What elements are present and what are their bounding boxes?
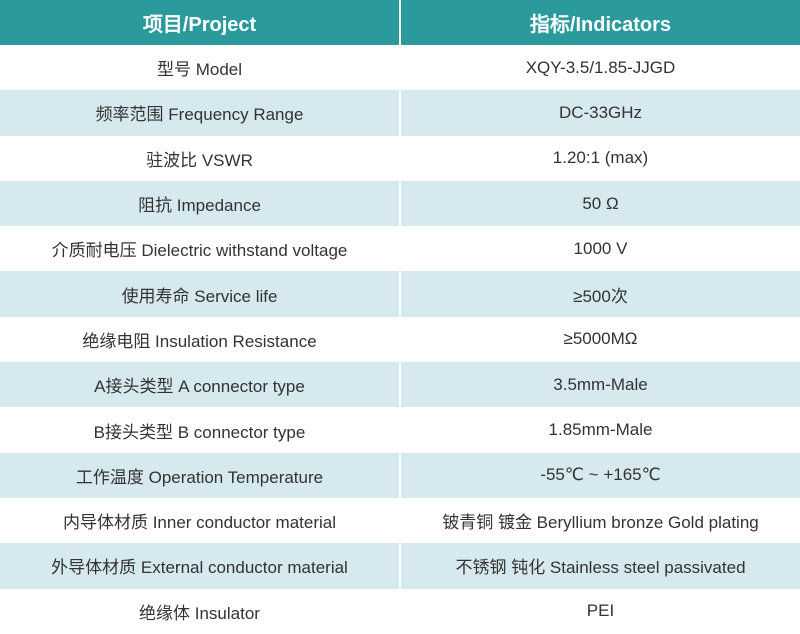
project-cell: 内导体材质 Inner conductor material — [0, 497, 401, 544]
indicator-cell: PEI — [400, 588, 800, 634]
indicator-cell: 不锈钢 钝化 Stainless steel passivated — [400, 543, 800, 589]
indicator-cell: ≥5000MΩ — [400, 316, 800, 363]
table-row: B接头类型 B connector type 1.85mm-Male — [0, 407, 800, 453]
indicator-cell: ≥500次 — [400, 271, 800, 317]
table-row: 型号 Model XQY-3.5/1.85-JJGD — [0, 45, 800, 91]
table-row: A接头类型 A connector type 3.5mm-Male — [0, 362, 800, 408]
indicator-cell: 1.85mm-Male — [400, 407, 800, 453]
table-row: 使用寿命 Service life ≥500次 — [0, 271, 800, 317]
project-cell: B接头类型 B connector type — [0, 407, 401, 453]
project-cell: 绝缘体 Insulator — [0, 588, 401, 634]
table-row: 阻抗 Impedance 50 Ω — [0, 180, 800, 227]
project-cell: 型号 Model — [0, 45, 401, 91]
indicator-cell: 1000 V — [400, 226, 800, 272]
table-row: 绝缘电阻 Insulation Resistance ≥5000MΩ — [0, 316, 800, 363]
table-body: 型号 Model XQY-3.5/1.85-JJGD 频率范围 Frequency … — [0, 45, 800, 634]
project-cell: 驻波比 VSWR — [0, 135, 401, 181]
project-cell: 介质耐电压 Dielectric withstand voltage — [0, 226, 401, 272]
table-row: 驻波比 VSWR 1.20:1 (max) — [0, 135, 800, 181]
indicator-cell: 50 Ω — [400, 180, 800, 227]
table-row: 工作温度 Operation Temperature -55℃ ~ +165℃ — [0, 452, 800, 498]
table-row: 绝缘体 Insulator PEI — [0, 588, 800, 634]
indicator-cell: 1.20:1 (max) — [400, 135, 800, 181]
header-cell: 指标/Indicators — [400, 0, 800, 45]
project-cell: 绝缘电阻 Insulation Resistance — [0, 316, 401, 363]
project-cell: 工作温度 Operation Temperature — [0, 452, 401, 498]
indicator-cell: -55℃ ~ +165℃ — [400, 452, 800, 498]
project-cell: 使用寿命 Service life — [0, 271, 401, 317]
project-cell: 阻抗 Impedance — [0, 180, 401, 227]
header-row: 项目/Project 指标/Indicators — [0, 0, 800, 45]
table-row: 内导体材质 Inner conductor material 铍青铜 镀金 Ber… — [0, 497, 800, 544]
indicator-cell: 3.5mm-Male — [400, 362, 800, 408]
table-row: 外导体材质 External conductor material 不锈钢 钝化 … — [0, 543, 800, 589]
project-cell: A接头类型 A connector type — [0, 362, 401, 408]
indicator-cell: DC-33GHz — [400, 90, 800, 136]
project-cell: 频率范围 Frequency Range — [0, 90, 401, 136]
table-row: 介质耐电压 Dielectric withstand voltage 1000 V — [0, 226, 800, 272]
table-row: 频率范围 Frequency Range DC-33GHz — [0, 90, 800, 136]
project-cell: 外导体材质 External conductor material — [0, 543, 401, 589]
indicator-cell: 铍青铜 镀金 Beryllium bronze Gold plating — [400, 497, 800, 544]
header-cell: 项目/Project — [0, 0, 401, 45]
indicator-cell: XQY-3.5/1.85-JJGD — [400, 45, 800, 91]
